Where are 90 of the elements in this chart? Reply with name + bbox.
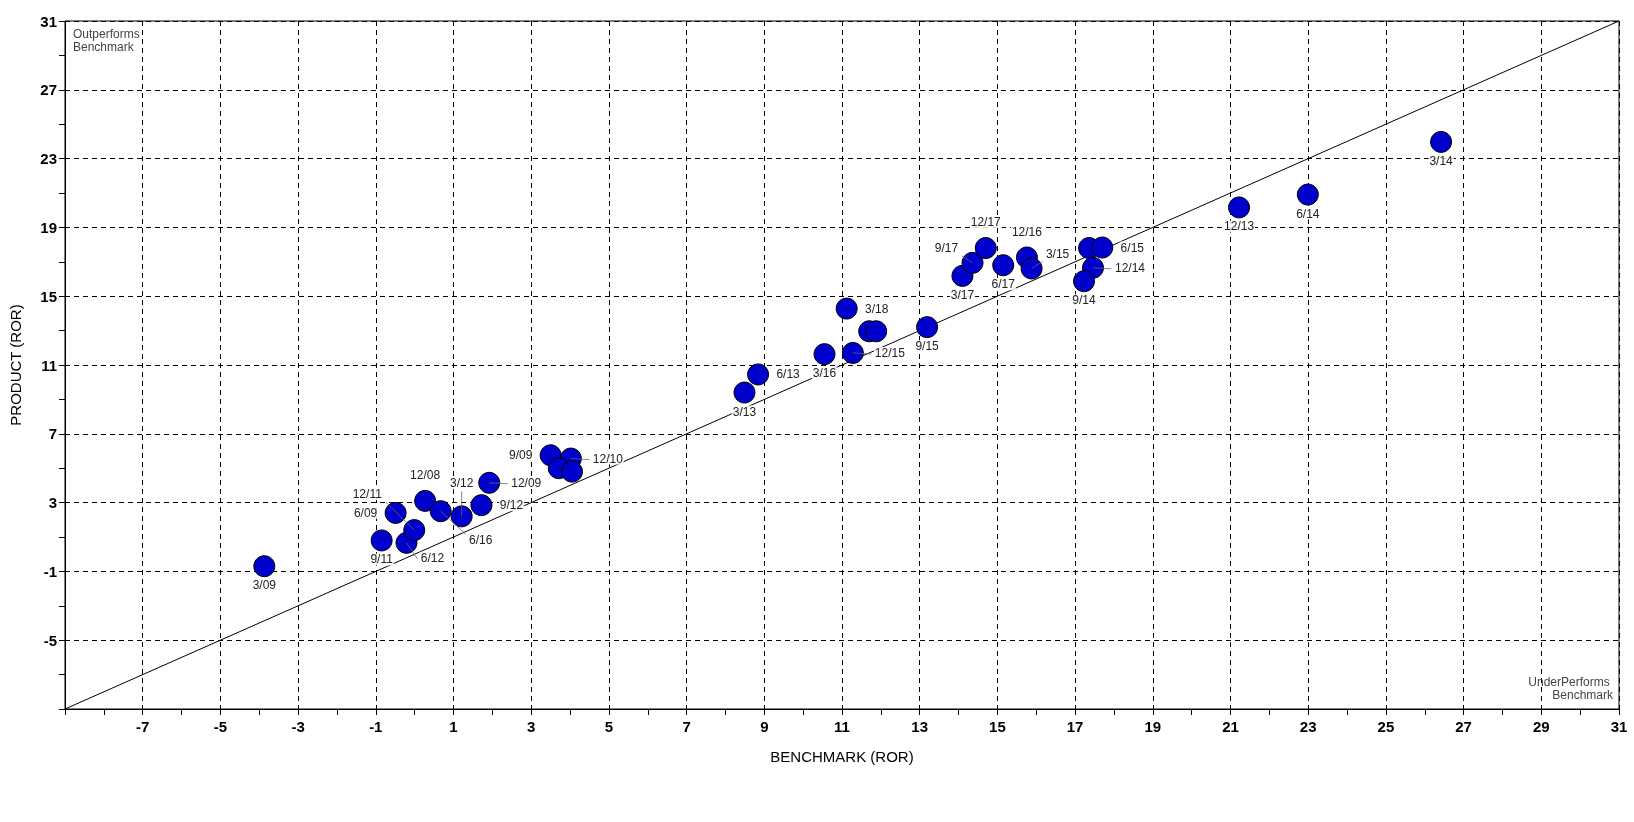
point	[370, 529, 393, 552]
annotation: 6/17	[991, 277, 1016, 292]
annotation: 9/17	[934, 240, 959, 255]
annotation: 3/13	[732, 404, 757, 419]
annotation: 12/14	[1114, 260, 1146, 275]
point	[974, 237, 997, 260]
point	[253, 555, 276, 578]
annotation: 12/09	[511, 475, 542, 490]
y-axis-title: PRODUCT (ROR)	[7, 304, 24, 426]
x-tick-label: 5	[604, 718, 614, 735]
x-tick-label: -1	[369, 718, 383, 735]
annotation: 6/16	[469, 533, 493, 548]
annotation: 3/18	[864, 301, 889, 316]
x-tick-label: 29	[1532, 718, 1550, 735]
y-tick-label: 27	[40, 81, 57, 99]
point	[561, 460, 583, 483]
annotation: 9/11	[370, 552, 394, 567]
annotation: 12/16	[1011, 224, 1043, 239]
point	[813, 343, 836, 366]
point	[450, 505, 473, 528]
annotation: 6/13	[776, 367, 801, 382]
x-tick-label: 23	[1299, 718, 1317, 735]
y-tick-label: -1	[43, 562, 57, 580]
point	[1073, 270, 1096, 293]
x-tick-label: 13	[911, 718, 929, 735]
annotation: 3/17	[950, 287, 975, 302]
point	[841, 341, 864, 364]
x-tick-label: 1	[449, 718, 458, 735]
x-tick-label: 7	[682, 718, 691, 735]
annotation: 3/15	[1045, 246, 1070, 261]
annotation: 6/15	[1120, 240, 1145, 255]
point	[916, 316, 939, 339]
y-tick-label: -5	[43, 631, 57, 649]
point	[835, 297, 858, 320]
y-tick-label: 31	[40, 12, 57, 30]
annotation: 12/13	[1224, 219, 1255, 234]
x-tick-label: 31	[1610, 718, 1628, 735]
annotation: 9/15	[915, 339, 940, 354]
annotation: 3/09	[252, 578, 277, 593]
x-tick-label: 15	[989, 718, 1006, 735]
annotation: 9/14	[1072, 293, 1097, 308]
point	[478, 471, 501, 494]
annotation: 12/15	[874, 345, 906, 360]
x-axis-title: BENCHMARK (ROR)	[770, 748, 914, 765]
annotation: 9/09	[508, 448, 533, 463]
annotation: Outperforms Benchmark	[73, 26, 144, 54]
y-tick-label: 23	[40, 150, 57, 168]
point	[1020, 257, 1043, 280]
point	[1228, 196, 1251, 219]
x-tick-label: 21	[1222, 718, 1239, 735]
x-tick-label: -7	[136, 718, 150, 735]
annotation: 3/14	[1429, 153, 1454, 168]
annotation: 12/08	[410, 467, 441, 482]
x-tick-label: 19	[1144, 718, 1162, 735]
x-tick-label: 11	[834, 718, 850, 735]
x-tick-label: -5	[213, 718, 228, 735]
point	[403, 519, 426, 542]
annotation: 6/09	[353, 505, 378, 520]
point	[747, 363, 770, 386]
point	[1091, 236, 1114, 259]
point	[429, 500, 452, 523]
annotation: 3/16	[812, 366, 837, 381]
point	[1430, 130, 1453, 153]
y-tick-label: 19	[40, 218, 57, 236]
point	[470, 494, 493, 517]
y-tick-label: 15	[40, 287, 57, 305]
y-tick-label: 11	[41, 356, 57, 374]
annotation: UnderPerforms Benchmark	[1528, 674, 1614, 702]
point	[733, 381, 756, 404]
x-tick-label: 27	[1455, 718, 1472, 735]
annotation: 12/10	[592, 451, 624, 466]
point	[1296, 183, 1319, 206]
x-tick-label: 25	[1377, 718, 1395, 735]
annotation: 6/12	[420, 550, 445, 565]
x-tick-label: 9	[760, 718, 769, 735]
point	[961, 251, 984, 274]
point	[992, 254, 1015, 277]
point	[414, 489, 437, 512]
annotation: 12/11	[352, 487, 383, 502]
annotation: 9/12	[499, 498, 524, 513]
annotation: 3/12	[449, 476, 474, 491]
x-tick-label: 17	[1066, 718, 1084, 735]
y-tick-label: 7	[48, 425, 57, 443]
x-tick-label: -3	[291, 718, 305, 735]
point	[384, 501, 407, 524]
annotation: 12/17	[970, 215, 1002, 230]
point	[865, 320, 888, 343]
annotation: 6/14	[1296, 206, 1320, 221]
y-tick-label: 3	[48, 494, 57, 512]
x-tick-label: 3	[527, 718, 536, 735]
